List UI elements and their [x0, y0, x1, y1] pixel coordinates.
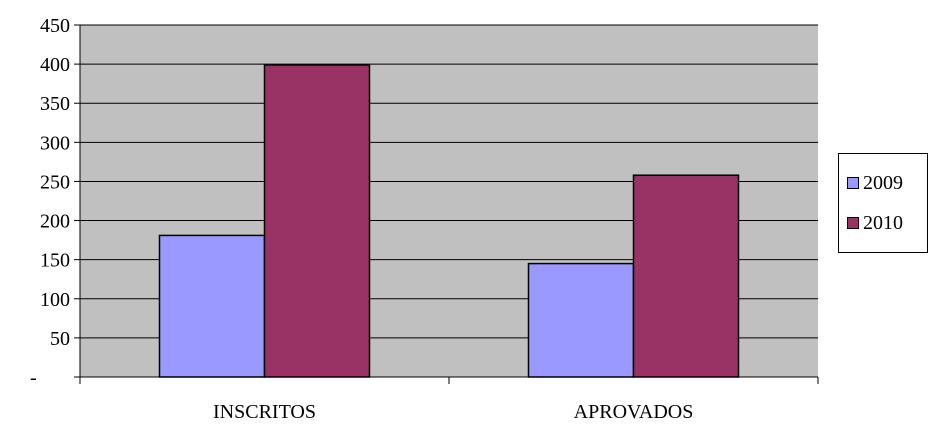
bar-aprovados-2009 — [527, 262, 635, 378]
legend-label-2009: 2009 — [863, 172, 903, 194]
bars — [158, 64, 740, 378]
x-tick-label: APROVADOS — [574, 401, 694, 423]
x-tick-label: INSCRITOS — [213, 401, 316, 423]
legend-item-2009: 2009 — [847, 172, 903, 194]
y-ticks: -50 100 150 200 250 300 350 400 450 — [30, 15, 80, 389]
legend: 2009 2010 — [838, 153, 928, 253]
legend-swatch-2009 — [847, 177, 859, 189]
bar-inscritos-2010 — [263, 64, 371, 378]
bar-inscritos-2009 — [158, 234, 266, 378]
y-tick-label: 250 — [40, 171, 70, 193]
y-tick-label: 350 — [40, 93, 70, 115]
legend-item-2010: 2010 — [847, 212, 903, 234]
y-tick-label: 450 — [40, 15, 70, 37]
x-ticks: INSCRITOS APROVADOS — [79, 377, 819, 423]
y-tick-label: 200 — [40, 211, 70, 233]
bar-aprovados-2010 — [632, 174, 740, 378]
y-tick-label: 100 — [40, 289, 70, 311]
y-tick-label: 50 — [50, 328, 70, 350]
legend-swatch-2010 — [847, 217, 859, 229]
y-tick-label: 150 — [40, 250, 70, 272]
y-tick-label: 300 — [40, 132, 70, 154]
y-tick-label: - — [30, 367, 37, 389]
legend-label-2010: 2010 — [863, 212, 903, 234]
y-tick-label: 400 — [40, 54, 70, 76]
